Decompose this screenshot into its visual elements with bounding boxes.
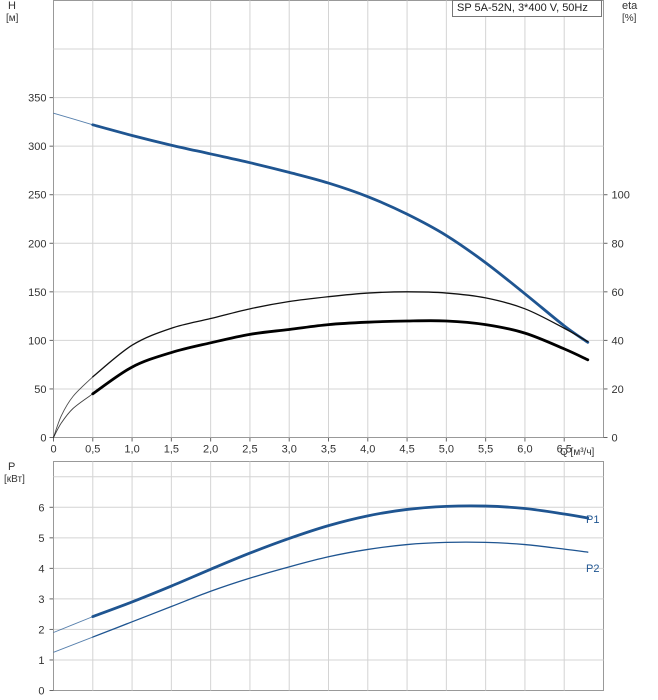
y-left-tick-label: 0	[40, 433, 46, 445]
power-y-tick-label: 1	[38, 655, 44, 667]
y-left-tick-label: 100	[28, 335, 46, 347]
x-tick-label: 0,5	[85, 444, 100, 456]
y-left-tick-label: 150	[28, 287, 46, 299]
power-curve-p1	[91, 504, 590, 619]
y-right-tick-label: 40	[612, 335, 624, 347]
x-tick-label: 1,0	[124, 444, 139, 456]
power-y-tick-label: 4	[38, 563, 44, 575]
series-label-p2: P2	[586, 563, 599, 575]
x-tick-label: 3,5	[321, 444, 336, 456]
y-left-label: H	[8, 0, 16, 12]
y-left-tick-label: 50	[34, 384, 46, 396]
y-right-tick-label: 80	[612, 238, 624, 250]
power-y-tick-label: 5	[38, 533, 44, 545]
y-right-unit: [%]	[622, 13, 637, 24]
power-y-label: P	[8, 461, 15, 473]
x-tick-label: 5,0	[439, 444, 454, 456]
power-y-tick-label: 3	[38, 594, 44, 606]
x-tick-label: 3,0	[282, 444, 297, 456]
curves	[53, 112, 590, 653]
y-right-tick-label: 100	[612, 190, 630, 202]
x-tick-label: 1,5	[164, 444, 179, 456]
power-y-tick-label: 6	[38, 502, 44, 514]
x-tick-label: 4,0	[360, 444, 375, 456]
head-plot-grid	[53, 0, 604, 438]
y-left-tick-label: 250	[28, 190, 46, 202]
chart-title: SP 5A-52N, 3*400 V, 50Hz	[452, 0, 602, 17]
x-tick-label: 0	[50, 444, 56, 456]
y-left-unit: [м]	[6, 13, 19, 24]
x-tick-label: 2,5	[242, 444, 257, 456]
x-tick-label: 4,5	[399, 444, 414, 456]
power-plot-grid	[53, 461, 604, 691]
x-tick-label: 6,0	[517, 444, 532, 456]
efficiency-curve-pump-extension	[53, 376, 94, 438]
y-left-tick-label: 200	[28, 238, 46, 250]
efficiency-curve-total-extension	[53, 393, 94, 438]
power-curve-p1-extension	[53, 616, 93, 633]
x-tick-label: 2,0	[203, 444, 218, 456]
power-y-unit: [кВт]	[4, 474, 25, 485]
power-y-tick-label: 2	[38, 624, 44, 636]
head-curve-extension	[53, 112, 93, 126]
y-left-tick-label: 350	[28, 93, 46, 105]
y-right-tick-label: 20	[612, 384, 624, 396]
x-tick-label: 5,5	[478, 444, 493, 456]
y-left-tick-label: 300	[28, 141, 46, 153]
series-label-p1: P1	[586, 514, 599, 526]
y-right-label: eta	[622, 0, 638, 12]
efficiency-curve-pump	[92, 291, 589, 378]
y-right-tick-label: 60	[612, 287, 624, 299]
x-tick-label: 6,5	[557, 444, 572, 456]
power-curve-p2	[92, 541, 589, 638]
power-curve-p2-extension	[53, 636, 93, 653]
power-y-tick-label: 0	[38, 686, 44, 698]
y-right-tick-label: 0	[612, 433, 618, 445]
efficiency-curve-total	[91, 319, 590, 396]
head-curve	[91, 123, 590, 344]
x-axis-unit: Q [м³/ч]	[560, 447, 595, 458]
